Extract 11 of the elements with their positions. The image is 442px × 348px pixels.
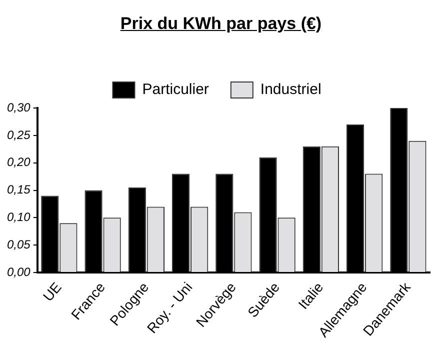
y-tick-label: 0,30 <box>6 100 31 114</box>
y-tick-label: 0,00 <box>6 264 31 279</box>
y-tick-label: 0,25 <box>6 128 31 142</box>
y-tick-label: 0,20 <box>6 155 31 170</box>
x-tick-label: UE <box>40 279 64 304</box>
legend-label: Particulier <box>142 81 209 98</box>
y-tick-label: 0,10 <box>6 210 31 224</box>
y-tick-label: 0,05 <box>6 237 31 252</box>
legend-label: Industriel <box>260 81 322 98</box>
chart-title: Prix du KWh par pays (€) <box>119 14 323 34</box>
y-tick-label: 0,15 <box>6 182 31 197</box>
